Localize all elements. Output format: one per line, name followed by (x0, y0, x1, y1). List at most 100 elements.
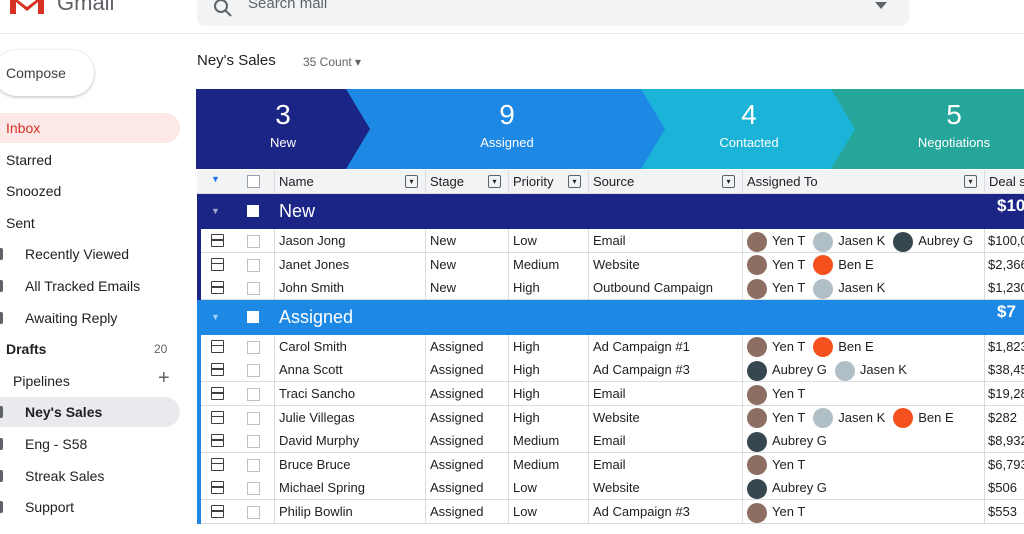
nav-item[interactable]: All Tracked Emails (0, 271, 180, 301)
row-open-icon[interactable] (211, 457, 224, 471)
row-open-icon[interactable] (211, 234, 224, 247)
group-toggle[interactable]: ▼ (211, 311, 220, 322)
table-row[interactable]: Jason Jong New Low Email Yen T Jasen K Aubrey … (197, 229, 1024, 253)
row-open-icon[interactable] (211, 434, 224, 448)
table-row[interactable]: John Smith New High Outbound Campaign Yen T J… (197, 276, 1024, 301)
search-options-caret[interactable] (875, 2, 887, 10)
row-stripe (197, 276, 201, 301)
table-row[interactable]: Bruce Bruce Assigned Medium Email Yen T $6,79… (197, 452, 1024, 477)
group-header[interactable]: ▼ Assigned $7 (197, 299, 1024, 335)
nav-item[interactable]: Drafts 20 (0, 334, 180, 364)
stage-chevron[interactable]: 9 Assigned (340, 89, 665, 169)
cell-divider (742, 429, 743, 454)
column-menu[interactable]: ▾ (722, 175, 735, 188)
assignee[interactable]: Aubrey G (747, 358, 827, 381)
group-total: $7 (997, 301, 1016, 321)
column-header[interactable]: Deal s (989, 174, 1024, 189)
row-checkbox[interactable] (247, 282, 260, 296)
nav-item[interactable]: Ney's Sales (0, 397, 180, 428)
assignee[interactable]: Yen T (747, 406, 805, 429)
assignee[interactable]: Yen T (747, 335, 805, 358)
column-menu[interactable]: ▾ (405, 175, 418, 188)
stage-chevron[interactable]: 3 New (196, 89, 370, 169)
avatar (813, 278, 834, 299)
nav-item[interactable]: Streak Sales (0, 461, 180, 491)
row-open-icon[interactable] (211, 387, 224, 400)
stage-chevron[interactable]: 4 Contacted (640, 89, 855, 169)
assignee[interactable]: Ben E (893, 406, 954, 429)
row-open-icon[interactable] (211, 339, 224, 353)
select-all[interactable] (247, 175, 260, 188)
assignee[interactable]: Yen T (747, 229, 805, 252)
row-checkbox[interactable] (247, 258, 260, 272)
row-checkbox[interactable] (247, 364, 260, 378)
assignee[interactable]: Aubrey G (893, 229, 973, 252)
assignee[interactable]: Aubrey G (747, 476, 827, 499)
table-row[interactable]: Michael Spring Assigned Low Website Aubrey G… (197, 476, 1024, 501)
row-checkbox[interactable] (247, 340, 260, 354)
nav-item[interactable]: Support (0, 492, 180, 522)
assignee[interactable]: Yen T (747, 500, 805, 523)
assignee[interactable]: Yen T (747, 276, 805, 299)
column-header[interactable]: Source (593, 174, 635, 189)
table-row[interactable]: Julie Villegas Assigned High Website Yen T Ja… (197, 405, 1024, 430)
table-row[interactable]: Janet Jones New Medium Website Yen T Ben E $2,… (197, 252, 1024, 277)
column-header[interactable]: Priority (513, 174, 554, 189)
row-checkbox[interactable] (247, 458, 260, 472)
cell-name: Traci Sancho (279, 386, 356, 401)
assignee[interactable]: Jasen K (813, 276, 885, 299)
nav-item[interactable]: Pipelines + (0, 366, 180, 396)
table-row[interactable]: Traci Sancho Assigned High Email Yen T $19,28 (197, 382, 1024, 406)
nav-item[interactable]: Recently Viewed (0, 239, 180, 269)
row-checkbox[interactable] (247, 435, 260, 449)
row-open-icon-line (212, 344, 223, 347)
row-open-icon[interactable] (211, 281, 224, 295)
table-row[interactable]: Carol Smith Assigned High Ad Campaign #1 Yen… (197, 334, 1024, 359)
table-row[interactable]: Philip Bowlin Assigned Low Ad Campaign #3 Ye… (197, 500, 1024, 524)
group-checkbox[interactable] (247, 310, 259, 323)
assignee[interactable]: Jasen K (813, 406, 885, 429)
group-checkbox[interactable] (247, 205, 259, 217)
expand-all[interactable]: ▼ (211, 174, 220, 184)
assignee[interactable]: Ben E (813, 253, 874, 276)
row-checkbox[interactable] (247, 506, 260, 519)
table-row[interactable]: Anna Scott Assigned High Ad Campaign #3 Aubr… (197, 358, 1024, 383)
nav-item[interactable]: Eng - S58 (0, 429, 180, 459)
group-header[interactable]: ▼ New $10 (197, 194, 1024, 229)
row-checkbox[interactable] (247, 388, 260, 401)
nav-item[interactable]: Starred (0, 145, 180, 175)
row-checkbox[interactable] (247, 411, 260, 425)
search-box[interactable]: Search mail (197, 0, 909, 26)
row-open-icon[interactable] (211, 363, 224, 377)
assignee[interactable]: Jasen K (813, 229, 885, 252)
row-checkbox[interactable] (247, 482, 260, 496)
group-toggle[interactable]: ▼ (211, 206, 220, 216)
nav-item[interactable]: Awaiting Reply (0, 303, 180, 333)
assignee[interactable]: Jasen K (834, 358, 907, 381)
column-menu[interactable]: ▾ (568, 175, 581, 188)
column-menu[interactable]: ▾ (488, 175, 501, 188)
row-open-icon[interactable] (211, 257, 224, 271)
table-row[interactable]: David Murphy Assigned Medium Email Aubrey G $… (197, 429, 1024, 454)
assignee[interactable]: Yen T (747, 453, 805, 476)
pipeline-count[interactable]: 35 Count ▾ (303, 55, 362, 69)
nav-item[interactable]: Sent (0, 208, 180, 238)
add-pipeline-icon[interactable]: + (158, 366, 170, 389)
column-menu[interactable]: ▾ (964, 175, 977, 188)
column-header[interactable]: Stage (430, 174, 464, 189)
nav-item[interactable]: Snoozed (0, 176, 180, 206)
assignee[interactable]: Yen T (747, 382, 805, 405)
row-checkbox[interactable] (247, 235, 260, 248)
assignee[interactable]: Aubrey G (747, 429, 827, 452)
row-open-icon[interactable] (211, 410, 224, 424)
assignee[interactable]: Yen T (747, 253, 805, 276)
row-open-icon[interactable] (211, 505, 224, 518)
column-header[interactable]: Assigned To (747, 174, 818, 189)
stage-chevron[interactable]: 5 Negotiations (825, 89, 1024, 169)
assignee[interactable]: Ben E (813, 335, 874, 358)
nav-item[interactable]: Inbox (0, 113, 180, 143)
row-open-icon[interactable] (211, 481, 224, 495)
cell-divider (508, 334, 509, 359)
column-header[interactable]: Name (279, 174, 314, 189)
compose-button[interactable]: Compose (0, 50, 94, 96)
